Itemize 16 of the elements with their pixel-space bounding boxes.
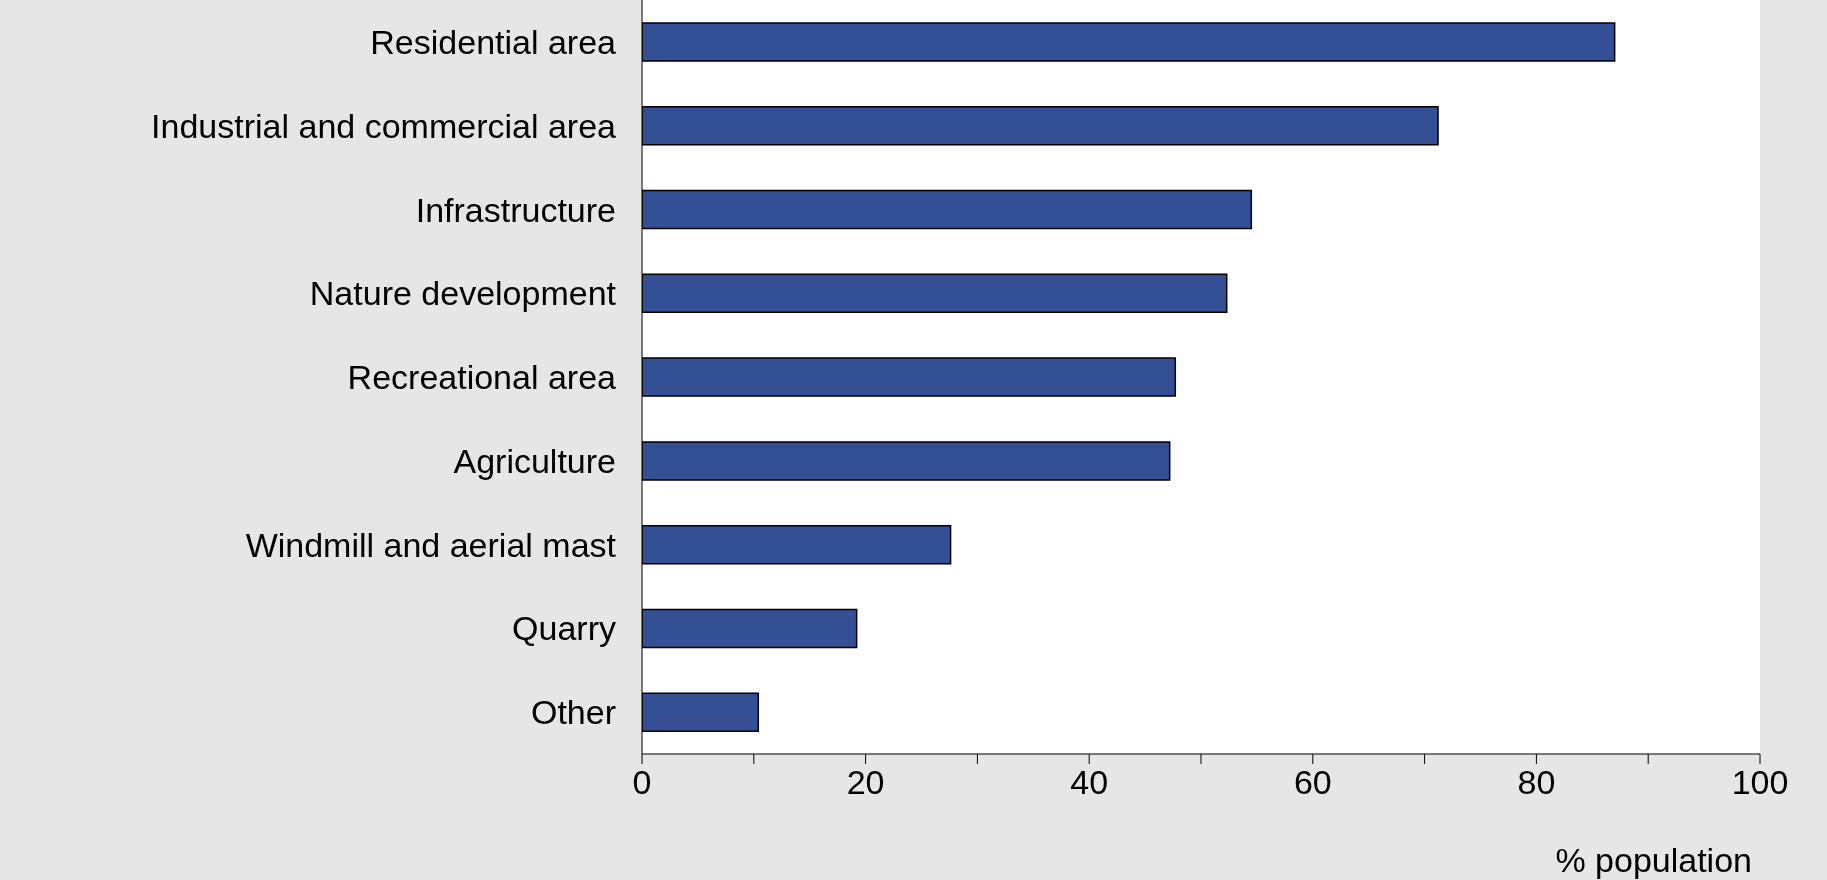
x-tick-label: 100 <box>1731 763 1789 802</box>
y-tick-label: Windmill and aerial mast <box>245 525 617 564</box>
y-tick-label: Other <box>530 693 616 732</box>
y-tick-label: Nature development <box>309 274 617 313</box>
x-tick-label: 40 <box>1070 763 1109 802</box>
y-tick-label: Recreational area <box>347 358 617 397</box>
x-tick-label: 60 <box>1293 763 1332 802</box>
x-tick-label: 80 <box>1517 763 1556 802</box>
x-tick-label: 20 <box>846 763 885 802</box>
y-tick-label: Residential area <box>370 22 617 61</box>
y-tick-label: Industrial and commercial area <box>151 106 617 145</box>
x-axis-title: % population <box>1555 841 1752 879</box>
y-tick-label: Quarry <box>512 609 616 648</box>
y-tick-label: Infrastructure <box>415 190 616 229</box>
x-tick-label: 0 <box>632 763 652 802</box>
y-tick-label: Agriculture <box>453 441 616 480</box>
